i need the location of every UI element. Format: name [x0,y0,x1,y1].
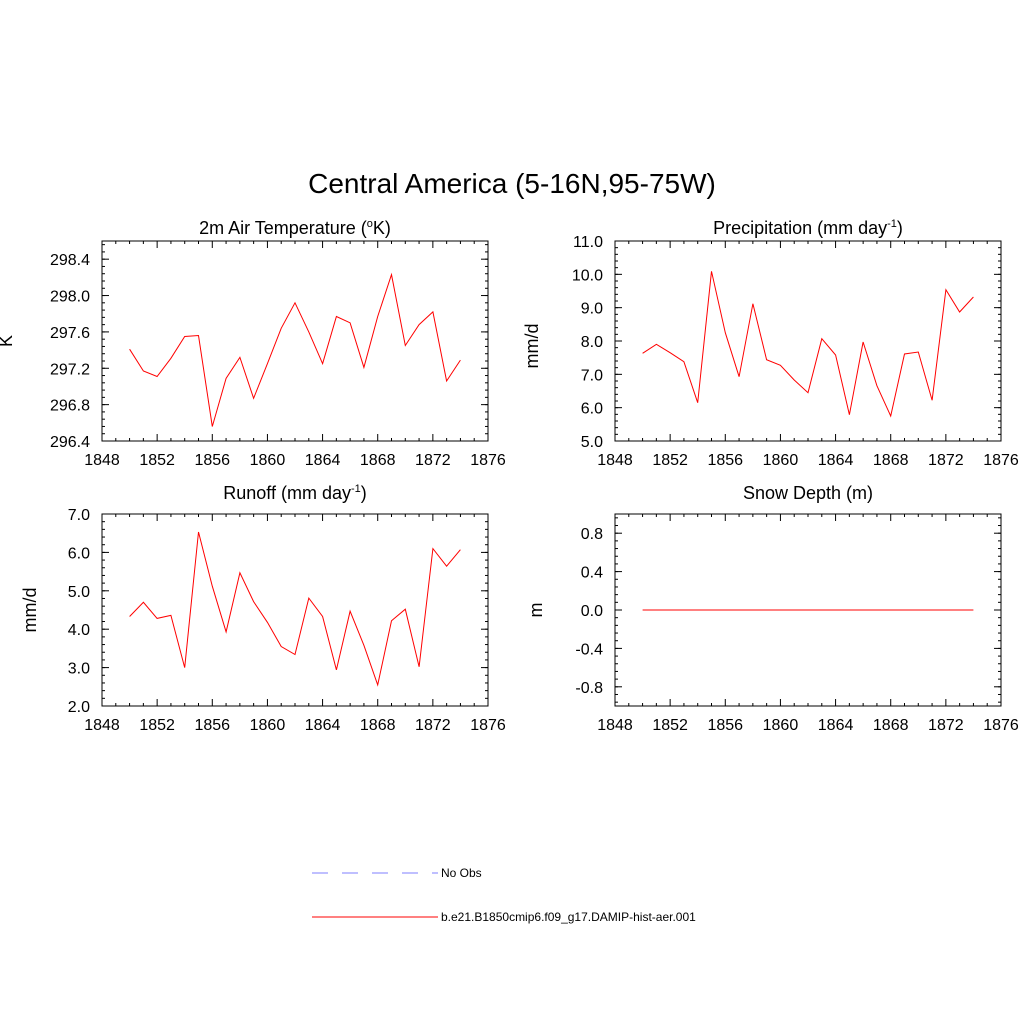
x-tick-label: 1848 [597,717,633,734]
y-tick-label: 7.0 [581,367,603,384]
x-tick-label: 1876 [983,452,1019,469]
x-tick-label: 1852 [139,452,175,469]
plot-frame [614,240,1002,442]
plot-frame [101,513,489,707]
y-tick-label: 7.0 [68,507,90,524]
figure-title: Central America (5-16N,95-75W) [308,168,716,199]
legend-label-model: b.e21.B1850cmip6.f09_g17.DAMIP-hist-aer.… [441,910,696,924]
y-tick-label: 11.0 [573,234,603,251]
panel-title-runoff: Runoff (mm day-1) [102,483,488,504]
panel-title-main: 2m Air Temperature ( [199,218,367,238]
x-tick-label: 1872 [928,717,964,734]
series-line [642,271,974,418]
panel-title-tail: ) [896,218,903,238]
x-tick-label: 1864 [305,452,341,469]
panel-title-tail: ) [360,483,367,503]
y-tick-label: -0.8 [575,680,603,697]
x-tick-label: 1848 [597,452,633,469]
y-tick-label: 2.0 [68,699,90,716]
y-axis-label: m [526,603,546,618]
x-tick-label: 1856 [194,717,230,734]
x-tick-label: 1868 [360,717,396,734]
y-tick-label: 4.0 [68,622,90,639]
y-tick-label: 5.0 [68,584,90,601]
panel-title-snow-depth: Snow Depth (m) [615,483,1001,504]
panel-title-sup: o [366,218,373,230]
y-tick-label: 6.0 [68,545,90,562]
panel-title-main: Runoff (mm day [223,483,351,503]
x-tick-label: 1852 [652,717,688,734]
y-tick-label: 10.0 [572,267,603,284]
panel-title-main: Precipitation (mm day [713,218,888,238]
y-axis-label: K [0,335,16,347]
x-tick-label: 1860 [250,452,286,469]
y-tick-label: 0.0 [581,603,603,620]
y-tick-label: 3.0 [68,661,90,678]
y-tick-label: 298.4 [50,252,90,269]
x-tick-label: 1868 [873,717,909,734]
x-tick-label: 1856 [707,452,743,469]
x-tick-label: 1872 [415,717,451,734]
x-tick-label: 1848 [84,452,120,469]
y-tick-label: 0.4 [581,565,603,582]
panel-title-main: Snow Depth (m) [742,483,874,503]
x-tick-label: 1868 [873,452,909,469]
x-tick-label: 1876 [470,717,506,734]
x-tick-label: 1852 [139,717,175,734]
x-tick-label: 1860 [250,717,286,734]
series-line [129,531,461,687]
x-tick-label: 1848 [84,717,120,734]
y-tick-label: 5.0 [581,434,603,451]
y-axis-label: mm/d [522,324,542,369]
x-tick-label: 1864 [818,452,854,469]
y-tick-label: 296.8 [50,398,90,415]
series-line [129,272,461,427]
x-tick-label: 1872 [415,452,451,469]
x-tick-label: 1856 [707,717,743,734]
x-tick-label: 1860 [763,717,799,734]
y-tick-label: 0.8 [581,526,603,543]
x-tick-label: 1852 [652,452,688,469]
y-tick-label: 297.2 [50,361,90,378]
y-tick-label: -0.4 [575,641,603,658]
x-tick-label: 1876 [470,452,506,469]
x-tick-label: 1864 [818,717,854,734]
x-tick-label: 1872 [928,452,964,469]
y-tick-label: 8.0 [581,334,603,351]
y-tick-label: 296.4 [50,434,90,451]
y-tick-label: 9.0 [581,301,603,318]
plot-frame [101,240,489,442]
y-tick-label: 6.0 [581,401,603,418]
x-tick-label: 1868 [360,452,396,469]
x-tick-label: 1860 [763,452,799,469]
panel-title-sup: -1 [350,483,361,495]
panel-title-air-temperature: 2m Air Temperature (oK) [102,218,488,239]
y-tick-label: 298.0 [50,289,90,306]
panel-title-tail: K) [372,218,391,238]
panel-title-precipitation: Precipitation (mm day-1) [615,218,1001,239]
legend-label-no-obs: No Obs [441,866,482,880]
y-axis-label: mm/d [20,588,40,633]
y-tick-label: 297.6 [50,325,90,342]
x-tick-label: 1864 [305,717,341,734]
x-tick-label: 1876 [983,717,1019,734]
panel-title-sup: -1 [887,218,897,230]
x-tick-label: 1856 [194,452,230,469]
